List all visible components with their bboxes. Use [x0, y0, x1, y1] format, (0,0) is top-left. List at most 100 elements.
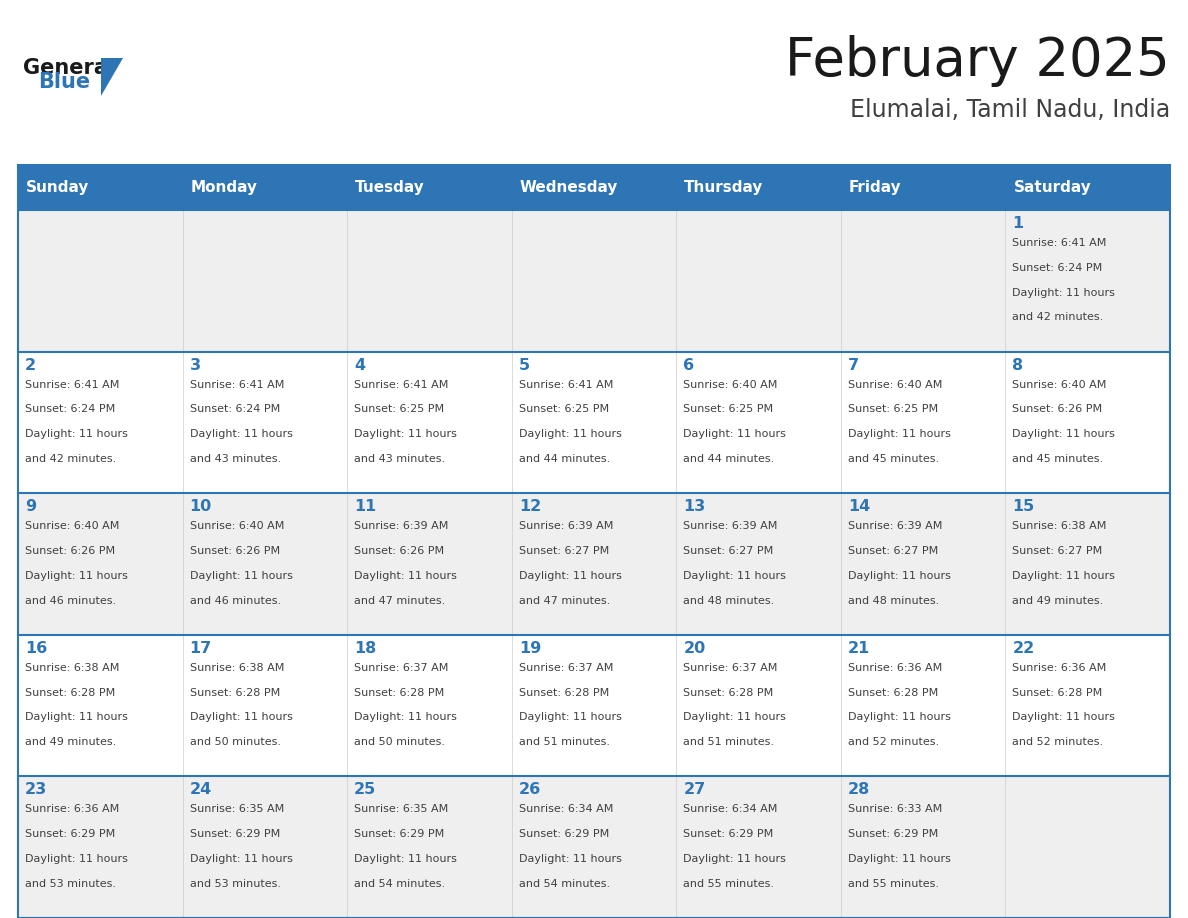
Text: Sunset: 6:28 PM: Sunset: 6:28 PM	[1012, 688, 1102, 698]
Text: Sunrise: 6:39 AM: Sunrise: 6:39 AM	[848, 521, 942, 532]
Text: 15: 15	[1012, 499, 1035, 514]
Text: Daylight: 11 hours: Daylight: 11 hours	[683, 712, 786, 722]
Text: and 52 minutes.: and 52 minutes.	[848, 737, 939, 747]
Text: Daylight: 11 hours: Daylight: 11 hours	[1012, 712, 1116, 722]
Text: and 53 minutes.: and 53 minutes.	[190, 879, 280, 889]
Text: Daylight: 11 hours: Daylight: 11 hours	[190, 571, 292, 581]
Text: and 45 minutes.: and 45 minutes.	[1012, 453, 1104, 464]
Text: 26: 26	[519, 782, 541, 798]
Text: Sunday: Sunday	[26, 180, 89, 195]
Text: Sunrise: 6:41 AM: Sunrise: 6:41 AM	[354, 380, 449, 389]
Text: and 54 minutes.: and 54 minutes.	[354, 879, 446, 889]
Text: Sunrise: 6:35 AM: Sunrise: 6:35 AM	[354, 804, 448, 814]
Text: and 47 minutes.: and 47 minutes.	[354, 596, 446, 606]
Text: Daylight: 11 hours: Daylight: 11 hours	[848, 712, 950, 722]
Text: and 48 minutes.: and 48 minutes.	[848, 596, 939, 606]
Text: and 42 minutes.: and 42 minutes.	[1012, 312, 1104, 322]
Bar	[18, 777, 1170, 918]
Text: Sunrise: 6:41 AM: Sunrise: 6:41 AM	[519, 380, 613, 389]
Text: Sunset: 6:28 PM: Sunset: 6:28 PM	[190, 688, 280, 698]
Text: Sunset: 6:27 PM: Sunset: 6:27 PM	[1012, 546, 1102, 556]
Bar	[18, 165, 1170, 210]
Text: Daylight: 11 hours: Daylight: 11 hours	[25, 571, 128, 581]
Text: Sunrise: 6:40 AM: Sunrise: 6:40 AM	[190, 521, 284, 532]
Text: Sunset: 6:26 PM: Sunset: 6:26 PM	[354, 546, 444, 556]
Text: 5: 5	[519, 358, 530, 373]
Text: Daylight: 11 hours: Daylight: 11 hours	[1012, 571, 1116, 581]
Text: Sunset: 6:27 PM: Sunset: 6:27 PM	[683, 546, 773, 556]
Text: Sunset: 6:28 PM: Sunset: 6:28 PM	[683, 688, 773, 698]
Text: Sunrise: 6:37 AM: Sunrise: 6:37 AM	[354, 663, 449, 673]
Text: Sunset: 6:24 PM: Sunset: 6:24 PM	[1012, 263, 1102, 273]
Text: Tuesday: Tuesday	[355, 180, 425, 195]
Text: 17: 17	[190, 641, 211, 655]
Text: Blue: Blue	[38, 72, 90, 92]
Text: Thursday: Thursday	[684, 180, 764, 195]
Text: Sunset: 6:26 PM: Sunset: 6:26 PM	[190, 546, 279, 556]
Text: 20: 20	[683, 641, 706, 655]
Text: Sunrise: 6:35 AM: Sunrise: 6:35 AM	[190, 804, 284, 814]
Text: 16: 16	[25, 641, 48, 655]
Text: and 49 minutes.: and 49 minutes.	[25, 737, 116, 747]
Text: and 50 minutes.: and 50 minutes.	[190, 737, 280, 747]
Text: Sunset: 6:29 PM: Sunset: 6:29 PM	[354, 829, 444, 839]
Text: and 48 minutes.: and 48 minutes.	[683, 596, 775, 606]
Text: 13: 13	[683, 499, 706, 514]
Text: 19: 19	[519, 641, 541, 655]
Text: and 49 minutes.: and 49 minutes.	[1012, 596, 1104, 606]
Text: 1: 1	[1012, 216, 1024, 231]
Text: 18: 18	[354, 641, 377, 655]
Text: Daylight: 11 hours: Daylight: 11 hours	[25, 712, 128, 722]
Text: Sunrise: 6:38 AM: Sunrise: 6:38 AM	[1012, 521, 1107, 532]
Text: Sunrise: 6:34 AM: Sunrise: 6:34 AM	[683, 804, 778, 814]
Text: Sunrise: 6:40 AM: Sunrise: 6:40 AM	[1012, 380, 1107, 389]
Text: Sunset: 6:29 PM: Sunset: 6:29 PM	[848, 829, 939, 839]
Bar	[18, 635, 1170, 777]
Text: 3: 3	[190, 358, 201, 373]
Text: Sunset: 6:29 PM: Sunset: 6:29 PM	[683, 829, 773, 839]
Text: Daylight: 11 hours: Daylight: 11 hours	[190, 854, 292, 864]
Text: Sunrise: 6:34 AM: Sunrise: 6:34 AM	[519, 804, 613, 814]
Text: and 51 minutes.: and 51 minutes.	[683, 737, 775, 747]
Text: 12: 12	[519, 499, 541, 514]
Text: and 42 minutes.: and 42 minutes.	[25, 453, 116, 464]
Text: Elumalai, Tamil Nadu, India: Elumalai, Tamil Nadu, India	[849, 98, 1170, 122]
Text: Sunset: 6:28 PM: Sunset: 6:28 PM	[519, 688, 609, 698]
Text: Daylight: 11 hours: Daylight: 11 hours	[683, 854, 786, 864]
Text: 27: 27	[683, 782, 706, 798]
Text: and 55 minutes.: and 55 minutes.	[848, 879, 939, 889]
Text: Sunset: 6:25 PM: Sunset: 6:25 PM	[519, 405, 608, 414]
Text: February 2025: February 2025	[785, 35, 1170, 87]
Text: Daylight: 11 hours: Daylight: 11 hours	[519, 571, 621, 581]
Text: Sunrise: 6:39 AM: Sunrise: 6:39 AM	[519, 521, 613, 532]
Text: 10: 10	[190, 499, 211, 514]
Text: Daylight: 11 hours: Daylight: 11 hours	[519, 712, 621, 722]
Text: and 44 minutes.: and 44 minutes.	[683, 453, 775, 464]
Text: 24: 24	[190, 782, 211, 798]
Text: Daylight: 11 hours: Daylight: 11 hours	[190, 712, 292, 722]
Text: and 55 minutes.: and 55 minutes.	[683, 879, 775, 889]
Text: Daylight: 11 hours: Daylight: 11 hours	[25, 429, 128, 439]
Text: Daylight: 11 hours: Daylight: 11 hours	[354, 712, 457, 722]
Text: Sunrise: 6:39 AM: Sunrise: 6:39 AM	[683, 521, 778, 532]
Text: Sunrise: 6:37 AM: Sunrise: 6:37 AM	[519, 663, 613, 673]
Text: Daylight: 11 hours: Daylight: 11 hours	[354, 571, 457, 581]
Text: Daylight: 11 hours: Daylight: 11 hours	[519, 429, 621, 439]
Text: Sunrise: 6:38 AM: Sunrise: 6:38 AM	[190, 663, 284, 673]
Text: Daylight: 11 hours: Daylight: 11 hours	[190, 429, 292, 439]
Text: Sunset: 6:26 PM: Sunset: 6:26 PM	[1012, 405, 1102, 414]
Text: Daylight: 11 hours: Daylight: 11 hours	[683, 571, 786, 581]
Text: 25: 25	[354, 782, 377, 798]
Text: Sunrise: 6:36 AM: Sunrise: 6:36 AM	[25, 804, 119, 814]
Text: General: General	[23, 58, 115, 78]
Text: 9: 9	[25, 499, 36, 514]
Text: and 53 minutes.: and 53 minutes.	[25, 879, 116, 889]
Text: 14: 14	[848, 499, 870, 514]
Text: and 46 minutes.: and 46 minutes.	[190, 596, 280, 606]
Text: Daylight: 11 hours: Daylight: 11 hours	[683, 429, 786, 439]
Text: Wednesday: Wednesday	[519, 180, 618, 195]
Text: Sunset: 6:29 PM: Sunset: 6:29 PM	[25, 829, 115, 839]
Text: Sunrise: 6:40 AM: Sunrise: 6:40 AM	[848, 380, 942, 389]
Text: 4: 4	[354, 358, 365, 373]
Text: Daylight: 11 hours: Daylight: 11 hours	[848, 429, 950, 439]
